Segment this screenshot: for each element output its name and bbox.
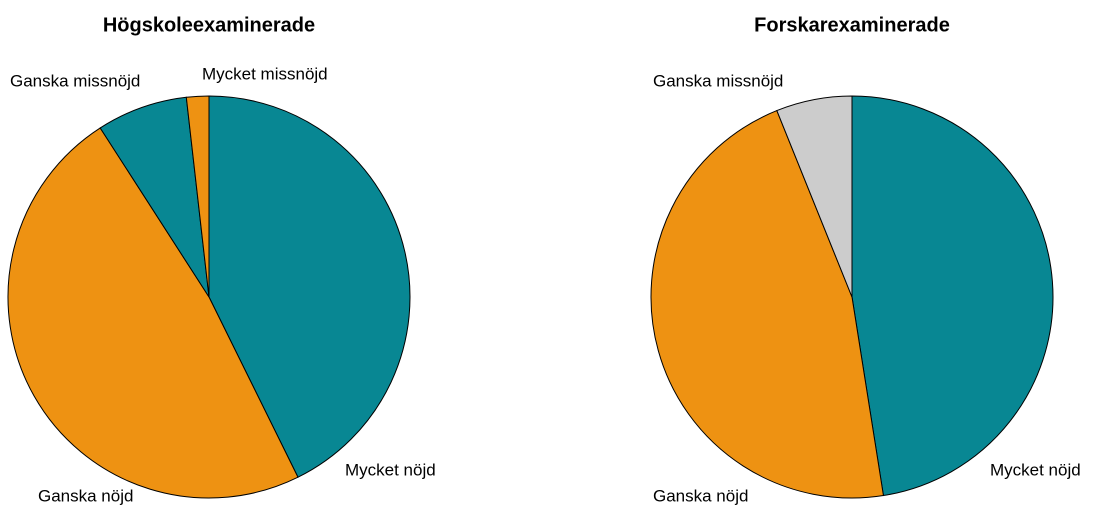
chart-title: Forskarexaminerade — [754, 14, 950, 36]
pie-slice — [208, 95, 411, 478]
slice-label: Ganska missnöjd — [10, 71, 140, 90]
pie-slice — [776, 95, 853, 298]
slice-label: Ganska nöjd — [653, 486, 748, 505]
slice-label: Ganska missnöjd — [653, 71, 783, 90]
slice-label: Mycket nöjd — [990, 460, 1081, 479]
pie-slice — [650, 109, 885, 499]
pie-slice — [185, 95, 210, 298]
chart-title: Högskoleexaminerade — [103, 14, 315, 36]
pie-slice — [7, 127, 299, 499]
slice-label: Ganska nöjd — [38, 486, 133, 505]
pie-slice — [851, 95, 1054, 497]
slice-label: Mycket missnöjd — [202, 64, 328, 83]
slice-label: Mycket nöjd — [345, 460, 436, 479]
